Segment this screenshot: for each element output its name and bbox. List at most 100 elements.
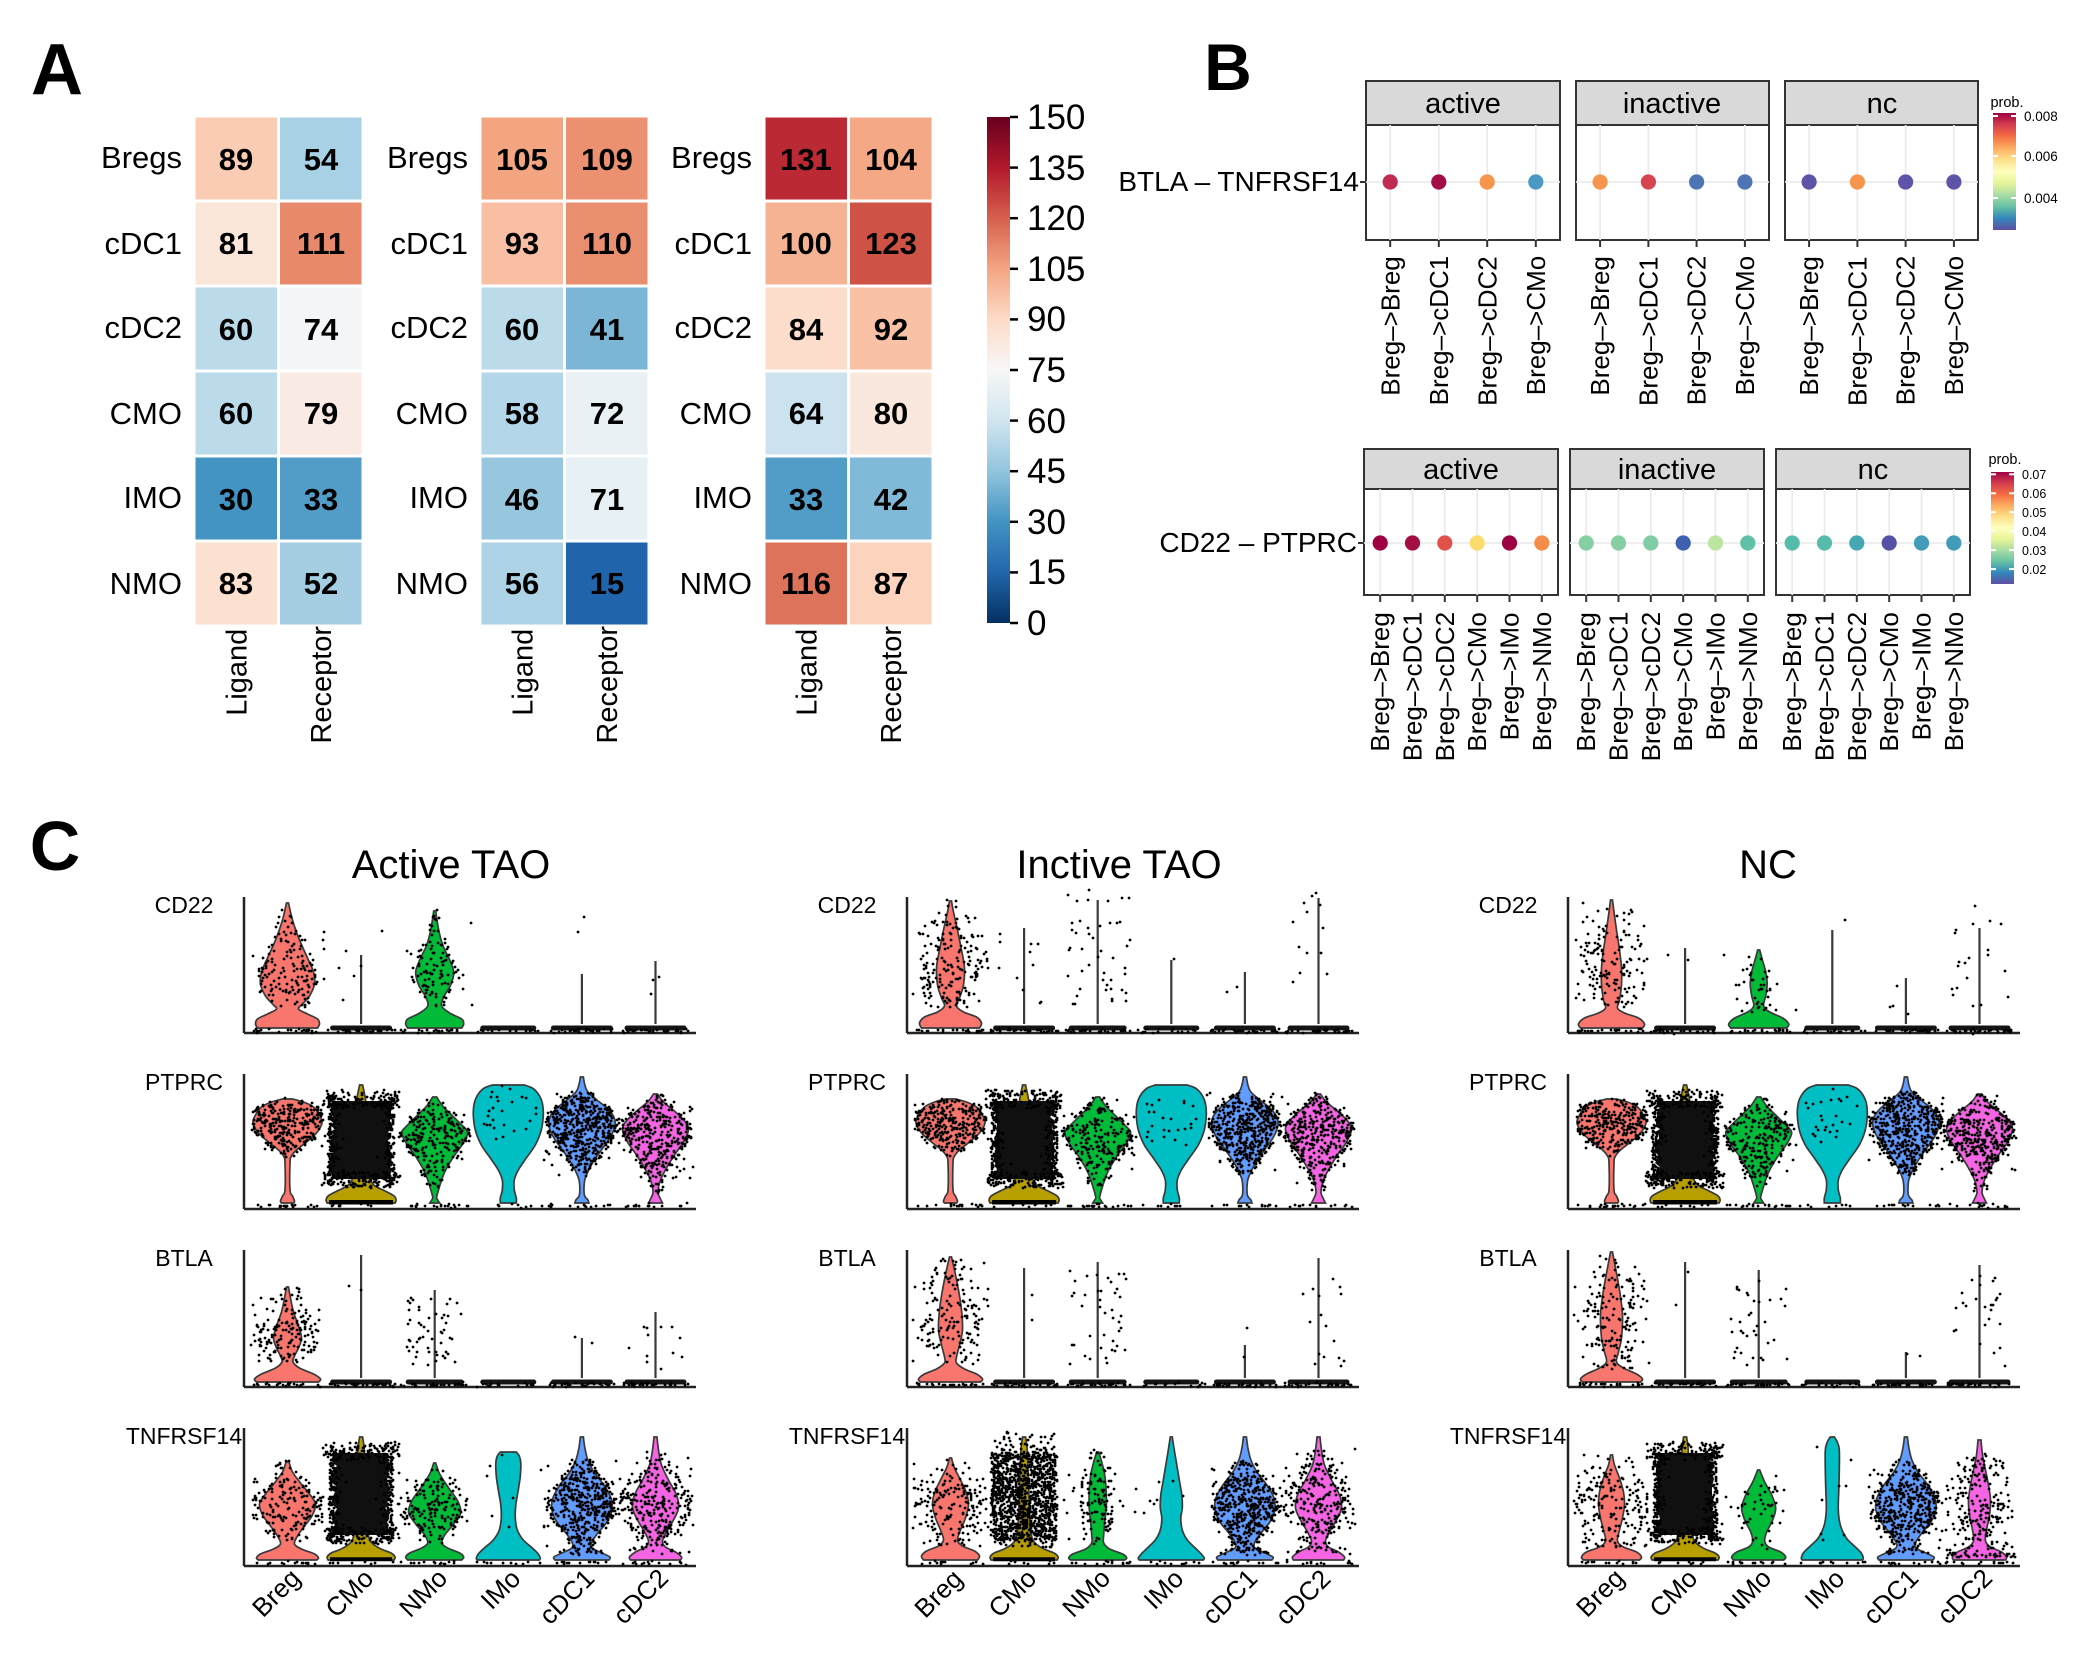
svg-text:100: 100 [780, 226, 832, 261]
svg-text:135: 135 [1027, 149, 1085, 188]
svg-text:0.004: 0.004 [2024, 191, 2058, 206]
svg-text:109: 109 [581, 142, 633, 177]
svg-text:Breg–>cDC1: Breg–>cDC1 [1398, 612, 1428, 762]
svg-text:PTPRC: PTPRC [808, 1069, 886, 1095]
svg-text:81: 81 [219, 226, 253, 261]
svg-text:TNFRSF14: TNFRSF14 [789, 1423, 906, 1449]
svg-text:58: 58 [505, 396, 539, 431]
svg-text:nc: nc [1867, 88, 1898, 120]
svg-text:45: 45 [1027, 452, 1066, 491]
svg-text:BTLA: BTLA [818, 1245, 876, 1271]
svg-text:Breg–>cDC2: Breg–>cDC2 [1636, 612, 1666, 762]
svg-text:IMO: IMO [409, 480, 468, 515]
svg-text:CD22: CD22 [1479, 892, 1538, 918]
svg-text:0.07: 0.07 [2022, 468, 2046, 482]
svg-text:89: 89 [219, 142, 253, 177]
svg-text:83: 83 [219, 566, 253, 601]
svg-text:64: 64 [789, 396, 824, 431]
svg-text:Receptor: Receptor [592, 626, 624, 744]
svg-text:IMO: IMO [693, 480, 752, 515]
svg-text:IMO: IMO [123, 480, 182, 515]
svg-text:60: 60 [219, 312, 253, 347]
svg-text:Breg–>cDC1: Breg–>cDC1 [1633, 256, 1663, 406]
svg-text:active: active [1425, 88, 1501, 120]
svg-text:NMO: NMO [680, 566, 752, 601]
svg-text:cDC2: cDC2 [104, 310, 182, 345]
svg-text:TNFRSF14: TNFRSF14 [1450, 1423, 1567, 1449]
svg-text:Ligand: Ligand [791, 629, 823, 716]
svg-text:33: 33 [789, 482, 823, 517]
svg-text:C: C [30, 807, 81, 885]
svg-text:Breg–>CMo: Breg–>CMo [1521, 256, 1551, 395]
svg-text:46: 46 [505, 482, 539, 517]
svg-text:Bregs: Bregs [387, 140, 468, 175]
svg-text:cDC2: cDC2 [390, 310, 468, 345]
svg-text:Bregs: Bregs [101, 140, 182, 175]
svg-text:Breg–>NMo: Breg–>NMo [1939, 612, 1969, 751]
svg-text:TNFRSF14: TNFRSF14 [126, 1423, 243, 1449]
svg-text:cDC1: cDC1 [104, 226, 182, 261]
svg-text:prob.: prob. [1990, 95, 2023, 111]
svg-text:71: 71 [590, 482, 624, 517]
svg-text:123: 123 [865, 226, 917, 261]
svg-text:Breg–>IMo: Breg–>IMo [1907, 613, 1937, 741]
svg-text:A: A [31, 30, 83, 110]
svg-text:Breg–>cDC2: Breg–>cDC2 [1682, 256, 1712, 406]
svg-text:111: 111 [297, 226, 345, 261]
svg-text:15: 15 [590, 566, 624, 601]
svg-text:BTLA: BTLA [1479, 1245, 1537, 1271]
svg-text:0.006: 0.006 [2024, 149, 2058, 164]
svg-text:cDC1: cDC1 [674, 226, 752, 261]
svg-text:CD22: CD22 [818, 892, 877, 918]
svg-text:104: 104 [865, 142, 917, 177]
svg-text:72: 72 [590, 396, 624, 431]
svg-text:Breg–>NMo: Breg–>NMo [1733, 612, 1763, 751]
svg-text:74: 74 [304, 312, 339, 347]
svg-text:Breg–>cDC1: Breg–>cDC1 [1842, 256, 1872, 406]
svg-text:Breg–>CMo: Breg–>CMo [1668, 612, 1698, 751]
svg-text:nc: nc [1858, 454, 1889, 486]
svg-text:56: 56 [505, 566, 539, 601]
svg-text:Breg–>IMo: Breg–>IMo [1701, 613, 1731, 741]
svg-text:prob.: prob. [1988, 452, 2021, 468]
svg-text:90: 90 [1027, 300, 1066, 339]
svg-text:CD22 – PTPRC: CD22 – PTPRC [1159, 527, 1357, 558]
svg-text:150: 150 [1027, 98, 1085, 137]
svg-text:Ligand: Ligand [221, 629, 253, 716]
svg-text:Receptor: Receptor [876, 626, 908, 744]
svg-text:75: 75 [1027, 351, 1066, 390]
svg-text:active: active [1423, 454, 1499, 486]
svg-text:Breg–>Breg: Breg–>Breg [1571, 612, 1601, 751]
svg-text:CMO: CMO [110, 396, 182, 431]
svg-text:93: 93 [505, 226, 539, 261]
svg-text:80: 80 [874, 396, 908, 431]
svg-text:0.03: 0.03 [2022, 544, 2046, 558]
svg-text:inactive: inactive [1618, 454, 1716, 486]
svg-text:Breg–>cDC2: Breg–>cDC2 [1430, 612, 1460, 762]
svg-text:CD22: CD22 [155, 892, 214, 918]
svg-text:Breg–>IMo: Breg–>IMo [1495, 613, 1525, 741]
svg-text:Breg–>cDC2: Breg–>cDC2 [1842, 612, 1872, 762]
svg-text:60: 60 [219, 396, 253, 431]
svg-text:30: 30 [219, 482, 253, 517]
svg-text:Breg–>Breg: Breg–>Breg [1585, 256, 1615, 395]
svg-text:Breg–>CMo: Breg–>CMo [1874, 612, 1904, 751]
svg-text:41: 41 [590, 312, 624, 347]
svg-text:110: 110 [582, 226, 632, 261]
svg-text:116: 116 [781, 566, 831, 601]
svg-text:79: 79 [304, 396, 338, 431]
svg-text:Breg–>Breg: Breg–>Breg [1794, 256, 1824, 395]
svg-text:inactive: inactive [1623, 88, 1721, 120]
svg-text:0: 0 [1027, 604, 1046, 643]
svg-text:0.06: 0.06 [2022, 487, 2046, 501]
svg-text:Breg–>cDC1: Breg–>cDC1 [1424, 256, 1454, 406]
svg-text:Breg–>CMo: Breg–>CMo [1730, 256, 1760, 395]
svg-text:92: 92 [874, 312, 908, 347]
svg-text:30: 30 [1027, 503, 1066, 542]
svg-text:Breg–>Breg: Breg–>Breg [1777, 612, 1807, 751]
svg-text:15: 15 [1027, 553, 1066, 592]
svg-text:60: 60 [1027, 402, 1066, 441]
svg-text:0.008: 0.008 [2024, 109, 2058, 124]
svg-text:Breg–>NMo: Breg–>NMo [1527, 612, 1557, 751]
svg-text:B: B [1204, 30, 1252, 104]
